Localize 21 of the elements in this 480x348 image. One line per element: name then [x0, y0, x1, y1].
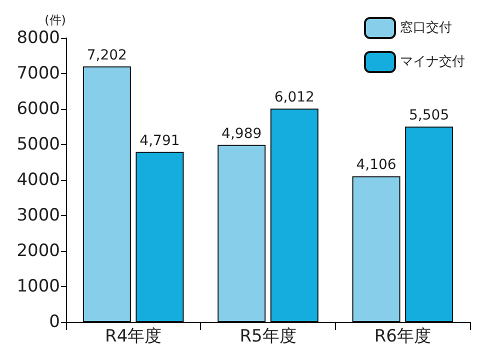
text: 4,989 [222, 126, 262, 142]
x-tick-label: R5年度 [240, 326, 296, 346]
y-tick-label: 1000 [16, 276, 60, 296]
text: 6,012 [274, 90, 314, 106]
y-axis-title: (件) [44, 13, 66, 27]
text: 4,106 [356, 157, 396, 174]
y-tick-label: 8000 [16, 28, 60, 48]
y-tick-label: 0 [49, 312, 60, 332]
y-tick-label: 2000 [16, 241, 60, 261]
legend-label: マイナ交付 [400, 54, 465, 70]
text: 7,202 [86, 47, 127, 64]
y-tick-label: 5000 [16, 134, 60, 154]
text: 4,791 [140, 132, 180, 149]
y-tick-label: 3000 [16, 206, 60, 226]
y-tick-label: 7000 [16, 64, 60, 84]
x-tick-label: R4年度 [105, 326, 162, 346]
x-tick-label: R6年度 [374, 326, 431, 346]
text: 5,505 [409, 108, 450, 124]
y-tick-label: 4000 [16, 170, 60, 190]
y-tick-label: 6000 [16, 99, 60, 119]
legend-label: 窓口交付 [400, 20, 452, 36]
